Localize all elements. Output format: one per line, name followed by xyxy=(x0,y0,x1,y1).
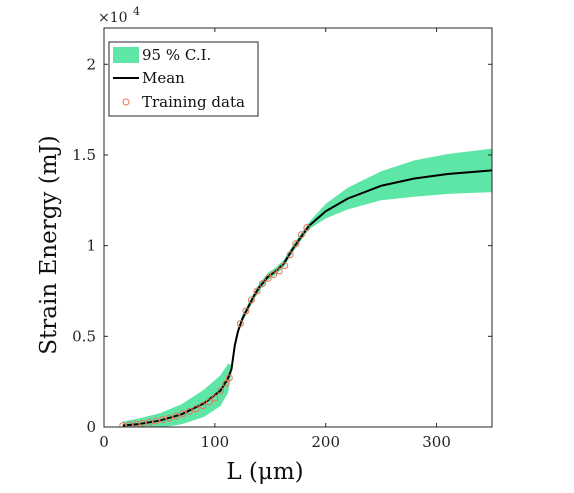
x-tick-label: 300 xyxy=(422,433,451,451)
training-point xyxy=(270,271,278,279)
y-tick-label: 1.5 xyxy=(72,146,96,164)
legend-label-mean: Mean xyxy=(142,69,185,87)
training-point xyxy=(146,418,153,426)
x-tick-label: 0 xyxy=(99,433,109,451)
training-point xyxy=(211,394,219,402)
y-tick-label: 2 xyxy=(86,55,96,73)
training-point xyxy=(259,280,266,288)
training-point xyxy=(185,407,193,415)
axes: 0 100 200 300 0 0.5 1 1.5 2 xyxy=(72,27,493,451)
training-point xyxy=(192,405,200,413)
y-tick-label: 0 xyxy=(86,418,96,436)
training-point xyxy=(172,412,180,420)
training-point xyxy=(132,420,140,427)
training-point xyxy=(222,380,230,387)
ci-band xyxy=(122,148,492,427)
training-point xyxy=(159,416,167,424)
training-point xyxy=(242,307,250,315)
training-point xyxy=(152,417,160,425)
training-point xyxy=(292,240,300,248)
training-point xyxy=(253,287,261,295)
training-point xyxy=(275,267,283,275)
training-point xyxy=(264,274,272,282)
legend: 95 % C.I. Mean Training data xyxy=(108,41,259,117)
training-point xyxy=(225,374,233,382)
training-point xyxy=(199,402,207,410)
training-point xyxy=(205,398,213,406)
x-tick-label: 100 xyxy=(201,433,230,451)
legend-label-ci: 95 % C.I. xyxy=(142,46,211,64)
training-point xyxy=(179,410,187,418)
multiplier-exponent: 4 xyxy=(133,5,140,18)
legend-training-marker xyxy=(122,98,130,106)
training-point xyxy=(126,421,133,427)
plot-area xyxy=(119,148,492,427)
training-point xyxy=(247,296,255,304)
training-point xyxy=(236,320,244,328)
training-point xyxy=(286,251,294,259)
training-point xyxy=(281,262,289,270)
x-axis-title: L (μm) xyxy=(226,459,303,485)
legend-label-training: Training data xyxy=(142,93,245,111)
training-point xyxy=(216,387,224,395)
training-point xyxy=(165,414,173,422)
axis-multiplier: ×10 4 xyxy=(98,5,140,26)
training-point xyxy=(297,231,305,239)
multiplier-base: ×10 xyxy=(98,10,128,26)
training-point xyxy=(139,419,147,427)
y-axis-title: Strain Energy (mJ) xyxy=(36,135,62,354)
x-tick-label: 200 xyxy=(311,433,340,451)
training-point xyxy=(303,224,311,231)
y-tick-label: 1 xyxy=(86,237,96,255)
axes-box xyxy=(103,27,493,428)
mean-line xyxy=(122,169,492,427)
plot-content xyxy=(119,148,492,427)
y-tick-label: 0.5 xyxy=(72,327,96,345)
legend-ci-swatch xyxy=(113,47,139,63)
training-point xyxy=(119,422,127,427)
